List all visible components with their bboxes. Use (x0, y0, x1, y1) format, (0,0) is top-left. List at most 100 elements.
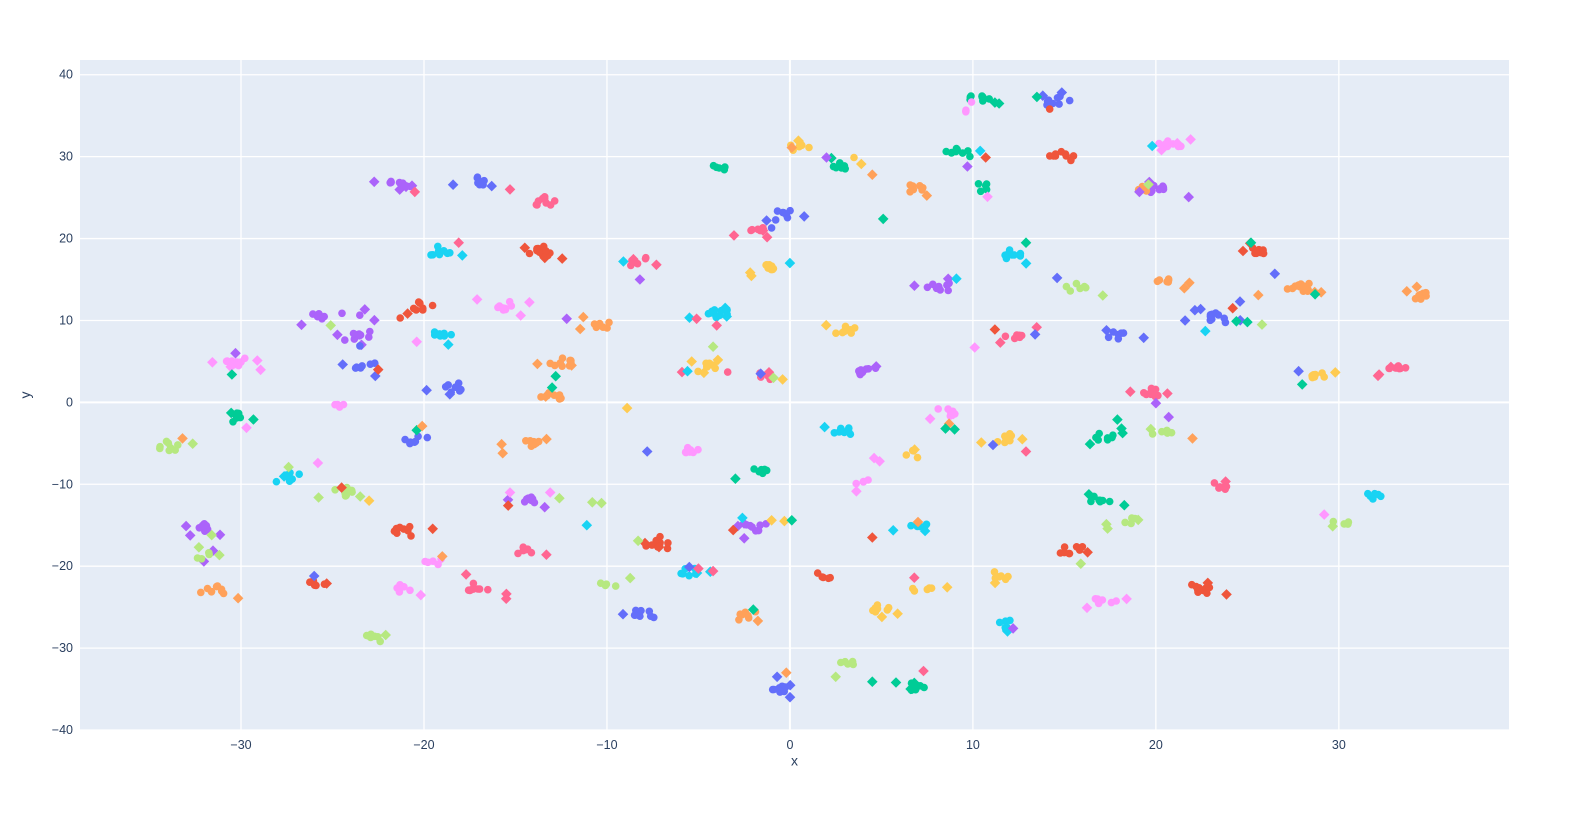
marker-diamond[interactable] (437, 551, 448, 562)
marker-diamond[interactable] (1097, 290, 1109, 301)
marker-diamond[interactable] (868, 452, 880, 464)
marker-circle[interactable] (1121, 518, 1129, 527)
marker-diamond[interactable] (519, 242, 531, 254)
marker-diamond[interactable] (241, 422, 252, 434)
marker-circle[interactable] (396, 314, 405, 322)
marker-diamond[interactable] (632, 535, 644, 547)
marker-circle[interactable] (197, 555, 206, 563)
marker-circle[interactable] (464, 586, 473, 594)
marker-circle[interactable] (376, 637, 385, 646)
marker-diamond[interactable] (707, 341, 719, 352)
marker-diamond[interactable] (460, 569, 472, 580)
marker-diamond[interactable] (406, 180, 418, 191)
marker-diamond[interactable] (578, 311, 589, 323)
marker-circle[interactable] (205, 549, 213, 557)
marker-circle[interactable] (838, 328, 847, 337)
marker-circle[interactable] (1114, 335, 1123, 343)
marker-diamond[interactable] (368, 176, 380, 188)
marker-diamond[interactable] (728, 230, 740, 241)
marker-circle[interactable] (738, 610, 746, 619)
marker-circle[interactable] (748, 523, 756, 531)
marker-diamond[interactable] (1081, 602, 1093, 614)
marker-circle[interactable] (976, 187, 985, 196)
marker-circle[interactable] (356, 342, 364, 350)
marker-diamond[interactable] (867, 676, 878, 687)
marker-diamond[interactable] (587, 497, 598, 508)
marker-circle[interactable] (1206, 316, 1215, 325)
marker-circle[interactable] (419, 306, 427, 314)
marker-diamond[interactable] (719, 302, 731, 314)
marker-diamond[interactable] (686, 356, 697, 367)
marker-circle[interactable] (923, 283, 932, 292)
marker-diamond[interactable] (1401, 286, 1413, 297)
marker-diamond[interactable] (1134, 186, 1145, 198)
marker-diamond[interactable] (394, 184, 405, 195)
marker-circle[interactable] (709, 361, 718, 370)
marker-diamond[interactable] (826, 152, 837, 164)
marker-circle[interactable] (533, 244, 541, 253)
marker-diamond[interactable] (596, 497, 607, 509)
marker-circle[interactable] (1344, 520, 1352, 528)
marker-diamond[interactable] (524, 297, 535, 308)
marker-circle[interactable] (356, 311, 364, 320)
marker-circle[interactable] (484, 585, 492, 594)
marker-diamond[interactable] (504, 487, 516, 498)
marker-circle[interactable] (979, 93, 987, 101)
marker-circle[interactable] (197, 588, 205, 597)
marker-diamond[interactable] (617, 608, 629, 620)
marker-diamond[interactable] (876, 611, 888, 623)
marker-diamond[interactable] (1084, 438, 1096, 450)
marker-diamond[interactable] (225, 361, 236, 373)
marker-circle[interactable] (200, 521, 209, 529)
marker-diamond[interactable] (1245, 237, 1257, 248)
marker-circle[interactable] (1002, 434, 1010, 443)
marker-circle[interactable] (499, 304, 508, 312)
marker-diamond[interactable] (1200, 325, 1211, 337)
marker-circle[interactable] (434, 560, 442, 569)
marker-circle[interactable] (836, 159, 844, 167)
marker-circle[interactable] (762, 261, 771, 269)
marker-circle[interactable] (967, 92, 975, 100)
marker-circle[interactable] (1154, 391, 1162, 400)
marker-diamond[interactable] (761, 215, 772, 226)
marker-diamond[interactable] (989, 577, 1001, 589)
marker-circle[interactable] (356, 331, 365, 339)
marker-diamond[interactable] (707, 565, 719, 577)
marker-circle[interactable] (428, 301, 437, 310)
marker-diamond[interactable] (296, 319, 307, 331)
marker-circle[interactable] (762, 466, 771, 475)
marker-diamond[interactable] (974, 145, 986, 157)
marker-diamond[interactable] (918, 665, 929, 677)
marker-diamond[interactable] (989, 324, 1001, 335)
marker-diamond[interactable] (427, 523, 438, 535)
marker-diamond[interactable] (1119, 499, 1130, 511)
marker-circle[interactable] (1067, 156, 1075, 165)
marker-diamond[interactable] (784, 691, 796, 703)
marker-circle[interactable] (850, 153, 858, 162)
marker-diamond[interactable] (1083, 489, 1095, 500)
marker-diamond[interactable] (447, 179, 459, 190)
marker-diamond[interactable] (1237, 245, 1249, 257)
marker-circle[interactable] (295, 470, 304, 479)
marker-diamond[interactable] (1185, 134, 1196, 145)
marker-circle[interactable] (1001, 332, 1010, 341)
marker-diamond[interactable] (308, 570, 320, 582)
marker-circle[interactable] (393, 584, 401, 592)
marker-circle[interactable] (272, 477, 281, 486)
marker-diamond[interactable] (870, 361, 882, 372)
marker-diamond[interactable] (691, 313, 702, 325)
marker-circle[interactable] (447, 330, 456, 339)
marker-diamond[interactable] (1007, 623, 1019, 634)
marker-circle[interactable] (982, 180, 991, 188)
marker-circle[interactable] (679, 570, 687, 578)
marker-circle[interactable] (663, 544, 672, 553)
marker-circle[interactable] (1055, 100, 1063, 108)
marker-circle[interactable] (435, 330, 444, 338)
marker-diamond[interactable] (798, 211, 810, 222)
marker-circle[interactable] (750, 465, 758, 473)
marker-circle[interactable] (1046, 152, 1054, 160)
marker-diamond[interactable] (763, 367, 775, 378)
marker-circle[interactable] (533, 201, 541, 209)
marker-diamond[interactable] (1179, 282, 1190, 294)
marker-circle[interactable] (525, 249, 534, 258)
